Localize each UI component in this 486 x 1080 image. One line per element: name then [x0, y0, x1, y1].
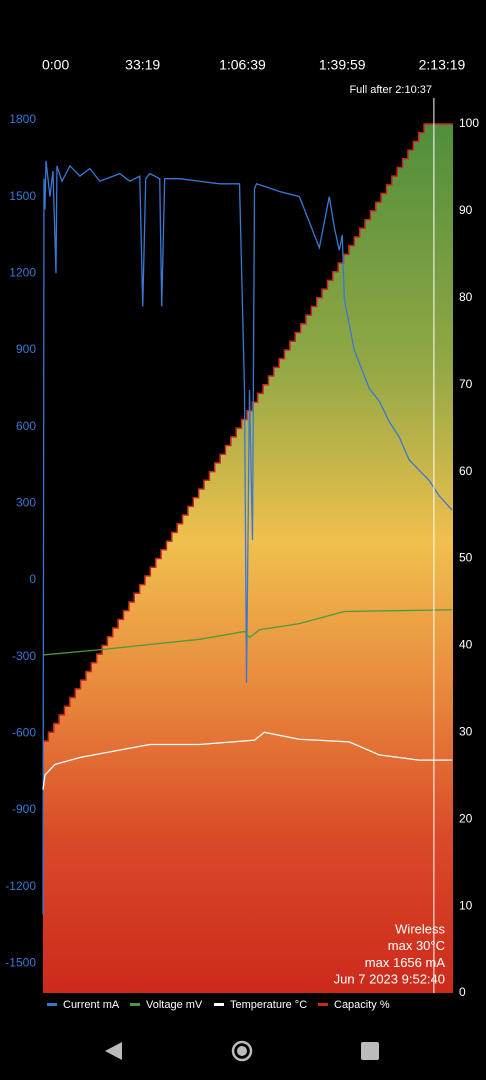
- y-tick-label: -1200: [5, 879, 36, 893]
- y-tick-label: -300: [12, 649, 36, 663]
- y2-tick-label: 100: [459, 116, 479, 130]
- y-tick-label: -1500: [5, 956, 36, 970]
- info-text: max 1656 mA: [365, 955, 446, 970]
- nav-home-dot: [237, 1046, 247, 1056]
- info-text: Jun 7 2023 9:52:40: [334, 972, 445, 987]
- series-line: [42, 609, 453, 656]
- legend-label: Capacity %: [334, 999, 390, 1011]
- x-tick-label: 1:39:59: [319, 57, 366, 73]
- y-tick-label: 1200: [9, 265, 36, 279]
- info-text: max 30°C: [388, 938, 445, 953]
- legend-label: Current mA: [63, 999, 120, 1011]
- series-line: [42, 160, 453, 915]
- x-tick-label: 33:19: [125, 57, 160, 73]
- y-tick-label: 300: [16, 495, 36, 509]
- legend-swatch: [214, 1003, 224, 1006]
- y2-tick-label: 70: [459, 377, 473, 391]
- y-tick-label: 0: [29, 572, 36, 586]
- x-tick-label: 2:13:19: [419, 57, 466, 73]
- nav-recents[interactable]: [361, 1042, 379, 1060]
- full-marker-label: Full after 2:10:37: [349, 84, 432, 96]
- legend-label: Temperature °C: [230, 999, 307, 1011]
- y-tick-label: 600: [16, 419, 36, 433]
- y-tick-label: 1500: [9, 189, 36, 203]
- legend-label: Voltage mV: [146, 999, 203, 1011]
- y2-tick-label: 80: [459, 290, 473, 304]
- series-line: [42, 731, 453, 790]
- y-tick-label: 1800: [9, 112, 36, 126]
- y-tick-label: -900: [12, 802, 36, 816]
- x-tick-label: 1:06:39: [219, 57, 266, 73]
- y2-tick-label: 60: [459, 464, 473, 478]
- legend-swatch: [318, 1003, 328, 1006]
- nav-back[interactable]: [105, 1042, 122, 1060]
- y2-tick-label: 50: [459, 551, 473, 565]
- y2-tick-label: 10: [459, 898, 473, 912]
- y-tick-label: -600: [12, 725, 36, 739]
- info-text: Wireless: [395, 921, 445, 936]
- legend-swatch: [47, 1003, 57, 1006]
- y2-tick-label: 20: [459, 811, 473, 825]
- y2-tick-label: 0: [459, 985, 466, 999]
- capacity-edge: [43, 123, 453, 742]
- y2-tick-label: 30: [459, 724, 473, 738]
- y-tick-label: 900: [16, 342, 36, 356]
- x-tick-label: 0:00: [42, 57, 69, 73]
- y2-tick-label: 40: [459, 638, 473, 652]
- legend-swatch: [130, 1003, 140, 1006]
- nav-home[interactable]: [231, 1040, 253, 1062]
- y2-tick-label: 90: [459, 203, 473, 217]
